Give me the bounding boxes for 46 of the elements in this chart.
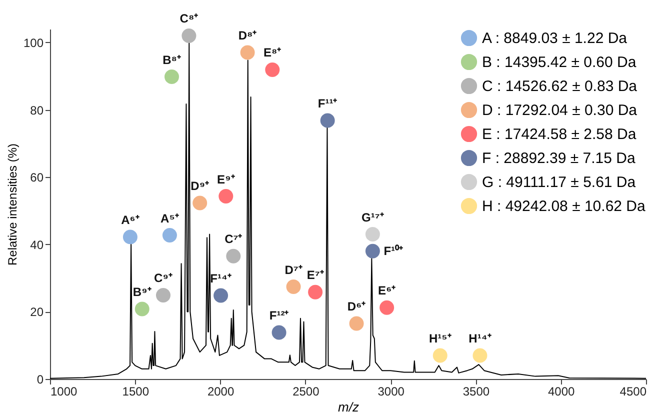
legend-label: E : 17424.58 ± 2.58 Da xyxy=(482,126,637,143)
annotation: B⁹⁺ xyxy=(132,285,152,299)
annotation: D⁹⁺ xyxy=(190,178,210,193)
x-tick-label: 4500 xyxy=(620,384,647,398)
annotation: E⁸⁺ xyxy=(264,46,282,60)
annotation: E⁷⁺ xyxy=(306,268,324,282)
annotation: E⁶⁺ xyxy=(378,284,396,298)
annotation: F¹⁴⁺ xyxy=(210,272,232,286)
y-tick-label: 20 xyxy=(30,305,44,320)
annotation: F¹²⁺ xyxy=(269,308,289,323)
annotation: C⁸⁺ xyxy=(180,12,198,26)
annotation: B⁸⁺ xyxy=(162,52,181,67)
annotation: D⁶⁺ xyxy=(347,299,366,314)
annotation: F¹¹⁺ xyxy=(318,96,338,111)
x-tick-label: 1500 xyxy=(122,384,150,398)
y-tick-label: 60 xyxy=(30,170,44,185)
annotation: E⁹⁺ xyxy=(217,172,235,186)
annotation: C⁷⁺ xyxy=(224,232,242,246)
x-tick-label: 2500 xyxy=(292,384,320,398)
annotation: A⁵⁺ xyxy=(160,211,179,226)
annotation: D⁷⁺ xyxy=(284,262,302,277)
x-tick-label: 3000 xyxy=(378,384,405,398)
x-axis-title: m/z xyxy=(338,400,360,414)
annotation: H¹⁵⁺ xyxy=(428,331,452,346)
legend-label: F : 28892.39 ± 7.15 Da xyxy=(482,150,636,167)
x-tick-label: 2000 xyxy=(207,384,234,398)
annotation: F¹⁰⁺ xyxy=(384,244,404,258)
legend-label: C : 14526.62 ± 0.83 Da xyxy=(482,78,638,95)
legend-label: B : 14395.42 ± 0.60 Da xyxy=(482,54,637,71)
legend-label: G : 49111.17 ± 5.61 Da xyxy=(482,174,636,191)
y-tick-label: 40 xyxy=(30,238,44,252)
annotation: C⁹⁺ xyxy=(154,271,172,286)
x-tick-label: 1000 xyxy=(50,384,78,398)
legend-label: D : 17292.04 ± 0.30 Da xyxy=(482,102,638,119)
x-tick-label: 4000 xyxy=(548,384,576,398)
annotation: H¹⁴⁺ xyxy=(468,331,492,346)
legend-label: A : 8849.03 ± 1.22 Da xyxy=(482,30,628,47)
y-tick-label: 80 xyxy=(30,103,44,118)
legend-label: H : 49242.08 ± 10.62 Da xyxy=(482,198,646,215)
y-tick-label: 100 xyxy=(23,36,44,50)
x-tick-label: 3500 xyxy=(462,384,490,398)
annotation: G¹⁷⁺ xyxy=(362,210,384,224)
annotation: A⁶⁺ xyxy=(121,212,140,227)
y-axis-title: Relative intensities (%) xyxy=(5,143,20,266)
y-tick-label: 0 xyxy=(36,372,44,386)
annotation: D⁸⁺ xyxy=(238,28,257,43)
